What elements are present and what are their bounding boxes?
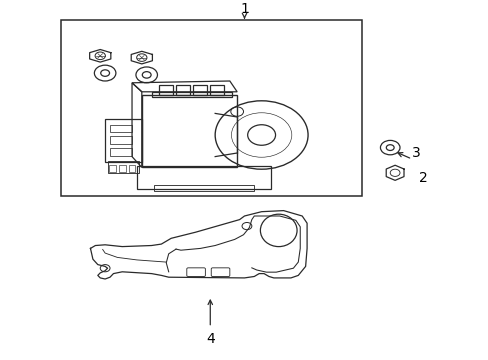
Bar [105,119,142,162]
Text: 4: 4 [205,332,214,346]
Bar [110,148,132,156]
Text: 3: 3 [411,146,420,160]
Bar [176,85,189,95]
Bar [109,165,116,172]
Bar [137,166,271,189]
Text: 1: 1 [240,2,248,16]
Bar [193,85,206,95]
Bar [110,136,132,144]
Bar [210,85,224,95]
Bar [107,161,139,173]
Bar [61,20,361,196]
Bar [159,85,172,95]
Bar [128,165,135,172]
Bar [154,185,254,191]
Bar [151,92,232,97]
Text: 2: 2 [418,171,427,185]
Bar [119,165,125,172]
Bar [110,125,132,132]
Bar [142,95,237,167]
